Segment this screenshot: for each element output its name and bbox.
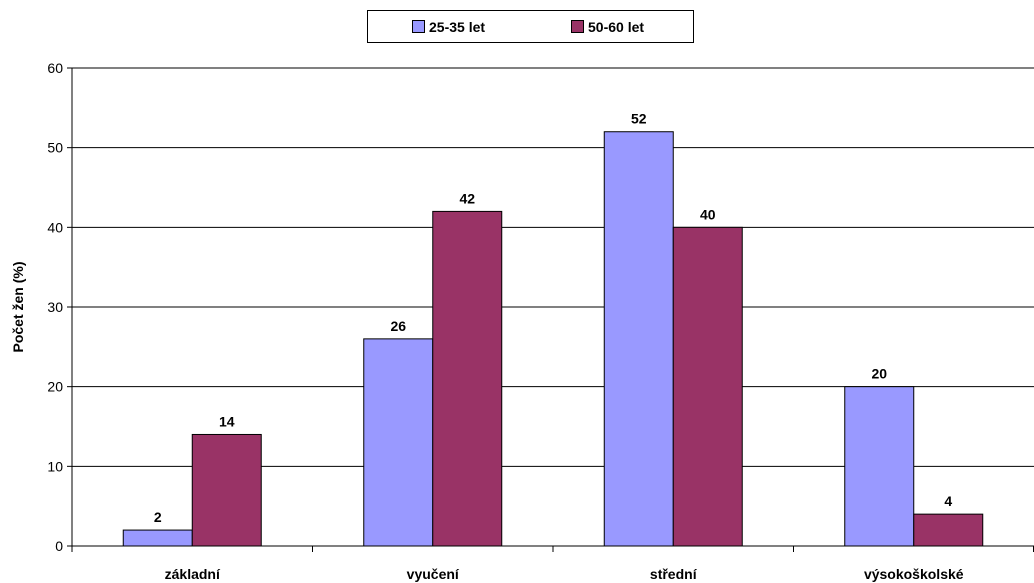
legend-swatch-series-1 — [412, 20, 425, 33]
bar-value-label: 52 — [631, 111, 647, 127]
y-tick-label: 30 — [47, 299, 63, 315]
bar — [363, 338, 434, 547]
bar — [122, 529, 193, 547]
y-tick-label: 0 — [55, 538, 63, 554]
legend-swatch-series-2 — [571, 20, 584, 33]
legend-item-series-2: 50-60 let — [571, 11, 644, 42]
bar-value-label: 2 — [154, 509, 162, 525]
bar-value-label: 14 — [219, 413, 235, 429]
bar — [672, 226, 743, 547]
bar — [432, 210, 503, 547]
x-tick-label: základní — [165, 566, 221, 582]
legend-label-series-1: 25-35 let — [429, 18, 486, 35]
bar — [191, 433, 262, 547]
bar-value-label: 40 — [700, 206, 716, 222]
x-tick-label: střední — [650, 566, 698, 582]
y-tick-label: 50 — [47, 140, 63, 156]
y-tick-label: 60 — [47, 60, 63, 76]
bar — [913, 513, 984, 547]
y-axis-label: Počet žen (%) — [10, 261, 26, 352]
chart-legend: 25-35 let 50-60 let — [367, 10, 694, 43]
bar — [844, 386, 915, 547]
bar-value-label: 20 — [871, 366, 887, 382]
x-tick-label: vyučení — [407, 566, 460, 582]
legend-label-series-2: 50-60 let — [588, 18, 645, 35]
bars — [122, 131, 984, 547]
bar-value-label: 42 — [459, 190, 475, 206]
y-tick-label: 20 — [47, 379, 63, 395]
x-tick-label: výsokoškolské — [864, 566, 964, 582]
y-tick-label: 10 — [47, 458, 63, 474]
bar-value-label: 26 — [390, 318, 406, 334]
y-tick-label: 40 — [47, 219, 63, 235]
bar — [603, 131, 674, 547]
data-labels: 2 14 26 42 52 40 20 4 — [154, 111, 953, 525]
legend-item-series-1: 25-35 let — [412, 11, 485, 42]
bar-value-label: 4 — [944, 493, 952, 509]
